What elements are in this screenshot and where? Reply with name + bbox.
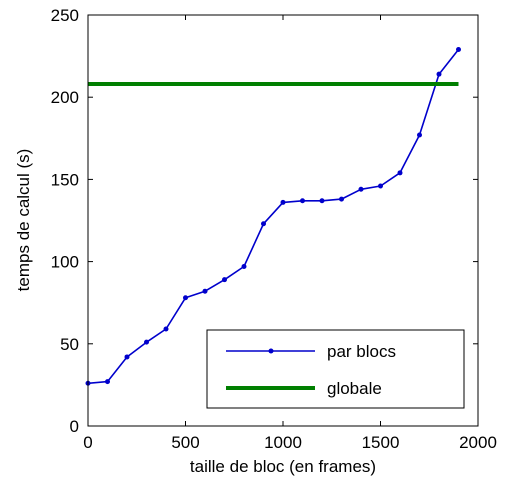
data-point-par-blocs bbox=[339, 196, 344, 202]
data-point-par-blocs bbox=[280, 199, 286, 205]
y-tick-label: 100 bbox=[51, 253, 79, 272]
data-point-par-blocs bbox=[417, 132, 422, 138]
legend-marker-par-blocs bbox=[268, 348, 274, 354]
y-axis-label: temps de calcul (s) bbox=[14, 149, 33, 292]
data-point-par-blocs bbox=[222, 277, 227, 283]
y-tick-label: 250 bbox=[51, 6, 79, 25]
data-point-par-blocs bbox=[378, 183, 383, 189]
data-point-par-blocs bbox=[124, 354, 130, 360]
x-tick-label: 1000 bbox=[264, 433, 302, 452]
x-axis-label: taille de bloc (en frames) bbox=[190, 457, 376, 476]
legend: par blocs globale bbox=[206, 329, 465, 409]
legend-label-par-blocs: par blocs bbox=[327, 342, 396, 361]
data-point-par-blocs bbox=[397, 170, 403, 176]
data-point-par-blocs bbox=[358, 186, 364, 192]
y-tick-label: 150 bbox=[51, 170, 79, 189]
x-tick-label: 500 bbox=[171, 433, 199, 452]
legend-label-globale: globale bbox=[327, 379, 382, 398]
data-point-par-blocs bbox=[319, 198, 325, 204]
legend-box bbox=[206, 329, 465, 409]
x-tick-label: 0 bbox=[83, 433, 92, 452]
data-point-par-blocs bbox=[202, 288, 208, 294]
plot-frame bbox=[87, 14, 479, 427]
y-tick-label: 0 bbox=[70, 417, 79, 436]
data-point-par-blocs bbox=[241, 264, 247, 270]
data-point-par-blocs bbox=[300, 198, 305, 204]
x-tick-labels: 0 500 1000 1500 2000 bbox=[83, 433, 497, 452]
y-tick-labels: 0 50 100 150 200 250 bbox=[51, 6, 79, 436]
x-tick-label: 1500 bbox=[362, 433, 400, 452]
data-point-par-blocs bbox=[163, 326, 169, 332]
data-point-par-blocs bbox=[144, 339, 149, 345]
data-point-par-blocs bbox=[105, 379, 110, 385]
y-tick-label: 200 bbox=[51, 88, 79, 107]
data-point-par-blocs bbox=[436, 71, 442, 77]
y-tick-label: 50 bbox=[60, 335, 79, 354]
data-point-par-blocs bbox=[261, 221, 266, 227]
data-point-par-blocs bbox=[183, 295, 188, 301]
series-layer bbox=[85, 47, 461, 386]
data-point-par-blocs bbox=[456, 47, 461, 53]
x-tick-label: 2000 bbox=[459, 433, 497, 452]
series-line-par-blocs bbox=[87, 49, 460, 385]
